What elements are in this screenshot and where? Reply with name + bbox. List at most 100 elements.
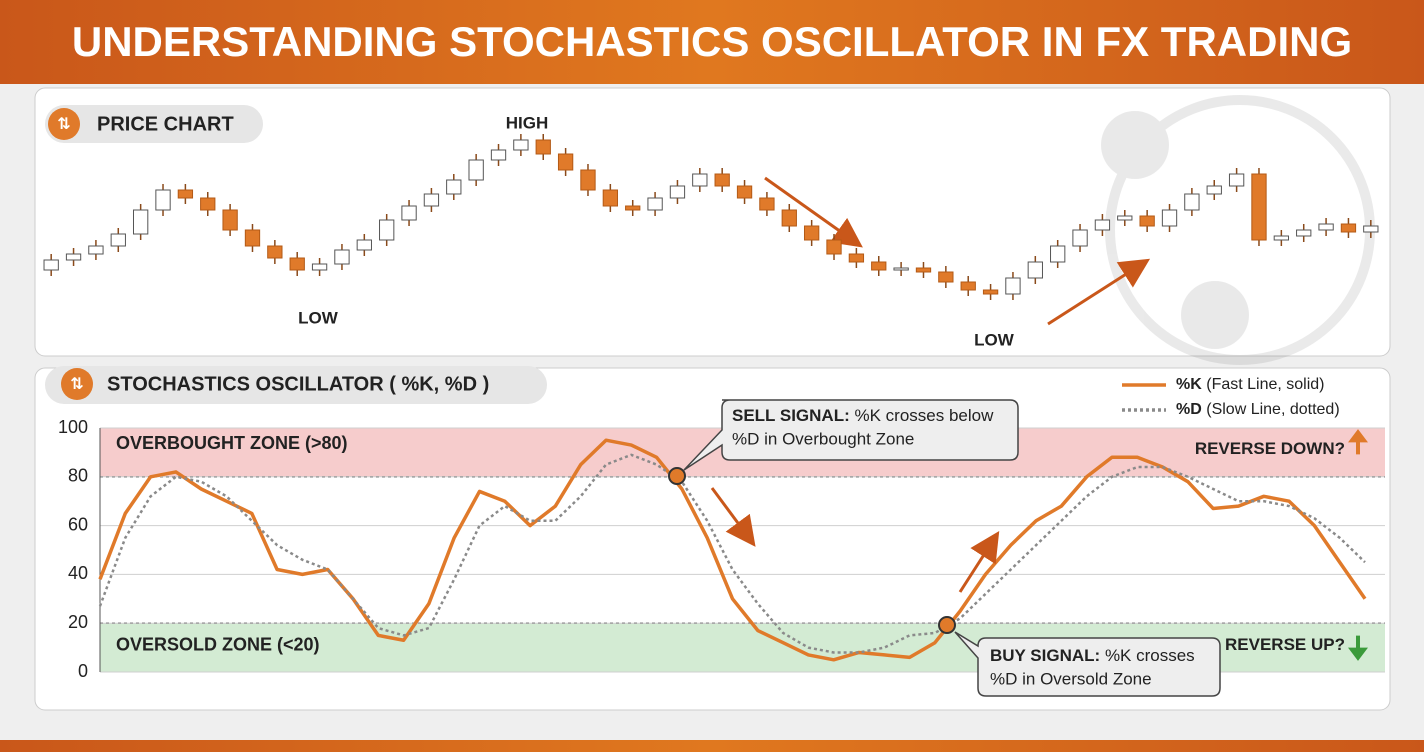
candle-body — [244, 229, 261, 247]
candle-body — [423, 193, 440, 207]
candle-body — [848, 253, 865, 263]
candle-body — [468, 159, 484, 181]
annotation: LOW — [974, 330, 1015, 349]
annotation: LOW — [298, 308, 339, 327]
signal-arrow — [958, 530, 1000, 593]
candle-body — [1228, 173, 1245, 187]
callout-line: %K crosses below — [854, 406, 994, 425]
candle-body — [1296, 229, 1312, 237]
candle-body — [1005, 277, 1021, 295]
candle-body — [1139, 215, 1155, 227]
section-pill — [45, 105, 263, 143]
candle-body — [915, 267, 932, 273]
legend-entry: %K (Fast Line, solid) — [1176, 376, 1325, 393]
candle-body — [960, 281, 976, 291]
callout-line: %D in Overbought Zone — [732, 429, 914, 448]
legend-name: %K — [1176, 376, 1202, 393]
price-panel — [34, 87, 1391, 357]
candle-body — [490, 149, 507, 161]
trend-arrow — [1047, 258, 1151, 326]
candle-body — [43, 259, 59, 271]
candle-body — [1363, 225, 1379, 233]
candle-body — [982, 289, 999, 295]
callout-text: BUY SIGNAL: %K crosses — [990, 646, 1195, 665]
candle-body — [1184, 193, 1200, 211]
section-title: PRICE CHART — [97, 113, 234, 135]
title-banner — [0, 0, 1424, 84]
candle-body — [736, 185, 753, 199]
legend-description: (Slow Line, dotted) — [1206, 401, 1339, 418]
zone-note: REVERSE DOWN? — [1195, 439, 1345, 458]
candle-body — [1094, 219, 1111, 231]
candle-body — [1027, 261, 1043, 279]
zone-arrow — [1348, 635, 1368, 661]
candle-body — [938, 271, 954, 283]
y-tick-label: 40 — [68, 563, 88, 583]
candle-body — [356, 239, 372, 251]
candle-body — [714, 173, 730, 187]
zone-label: OVERSOLD ZONE (<20) — [116, 634, 320, 654]
candle-body — [580, 169, 596, 191]
trend-arrow — [764, 176, 863, 248]
candle-body — [1340, 223, 1357, 233]
candle-body — [625, 205, 641, 211]
candle-body — [222, 209, 238, 231]
candle-body — [803, 225, 820, 241]
candle-body — [267, 245, 283, 259]
callout-box — [683, 399, 1019, 471]
candle-body — [1072, 229, 1088, 247]
candle-body — [871, 261, 887, 271]
buy-point — [938, 616, 956, 634]
zone-arrow — [1348, 429, 1368, 455]
annotation: HIGH — [506, 113, 549, 132]
callout-title: SELL SIGNAL: — [732, 406, 850, 425]
callout-title: BUY SIGNAL: — [990, 646, 1100, 665]
candle-body — [446, 179, 462, 195]
candle-body — [200, 197, 216, 211]
candle-body — [669, 185, 686, 199]
candle-body — [893, 267, 909, 271]
candle-body — [1161, 209, 1178, 227]
candle-body — [759, 197, 775, 211]
zone-note: REVERSE UP? — [1225, 635, 1345, 654]
section-icon — [48, 108, 80, 140]
callout-box — [954, 631, 1221, 697]
candle-body — [826, 239, 842, 255]
candle-body — [535, 139, 551, 155]
candle-body — [110, 233, 126, 247]
candle-body — [692, 173, 708, 187]
section-pill — [45, 366, 547, 404]
icon-glyph: ⇅ — [70, 376, 83, 393]
callout-line: %K crosses — [1105, 646, 1195, 665]
candle-body — [1050, 245, 1066, 263]
y-tick-label: 100 — [58, 417, 88, 437]
callout-text: SELL SIGNAL: %K crosses below — [732, 406, 994, 425]
page-title: UNDERSTANDING STOCHASTICS OSCILLATOR IN … — [72, 18, 1352, 65]
candle-body — [1273, 235, 1290, 241]
candle-body — [155, 189, 171, 211]
candle-body — [647, 197, 663, 211]
candle-body — [1206, 185, 1222, 195]
sell-point — [668, 467, 686, 485]
zone-label: OVERBOUGHT ZONE (>80) — [116, 433, 348, 453]
candle-body — [513, 139, 529, 151]
candle-body — [401, 205, 417, 221]
candle-body — [1318, 223, 1334, 231]
y-tick-label: 0 — [78, 661, 88, 681]
y-tick-label: 60 — [68, 514, 88, 534]
candle-body — [88, 245, 104, 255]
candle-body — [379, 219, 395, 241]
sell-callout: SELL SIGNAL: %K crosses below %D in Over… — [683, 399, 1019, 471]
callout-line: %D in Oversold Zone — [990, 669, 1152, 688]
signal-arrow — [710, 487, 756, 547]
series-line — [98, 438, 1367, 662]
y-tick-label: 80 — [68, 466, 88, 486]
y-tick-label: 20 — [68, 612, 88, 632]
section-icon — [61, 368, 93, 400]
footer-strip — [0, 740, 1424, 752]
candle-body — [132, 209, 149, 235]
candle-body — [289, 257, 305, 271]
candle-body — [177, 189, 194, 199]
candle-body — [311, 263, 328, 271]
